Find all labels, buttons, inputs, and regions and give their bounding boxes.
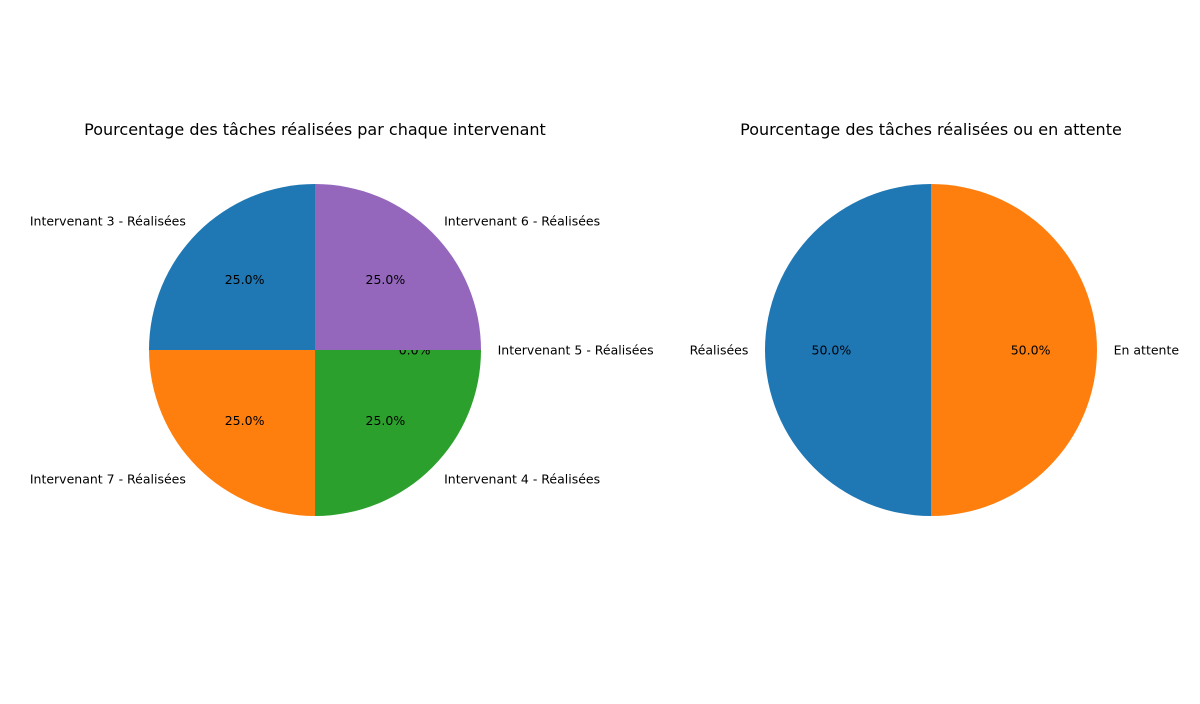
slice-label-realisees: Réalisées [690, 343, 749, 358]
pie-slice-intervenant-7-realisees [149, 350, 315, 516]
pct-label-intervenant-3-realisees: 25.0% [225, 272, 265, 287]
pie-0-slices: 25.0% Intervenant 3 - Réalisées 25.0% Inter… [30, 184, 654, 516]
pct-label-intervenant-6-realisees: 25.0% [366, 272, 406, 287]
pie-slice-intervenant-4-realisees [315, 350, 481, 516]
chart-title-intervenants: Pourcentage des tâches réalisées par cha… [84, 120, 546, 139]
pct-label-intervenant-7-realisees: 25.0% [225, 413, 265, 428]
slice-label-intervenant-3-realisees: Intervenant 3 - Réalisées [30, 213, 186, 228]
pie-slice-en-attente [931, 184, 1097, 516]
pie-chart-statut: Pourcentage des tâches réalisées ou en a… [690, 120, 1180, 516]
slice-label-intervenant-7-realisees: Intervenant 7 - Réalisées [30, 472, 186, 487]
pie-slice-intervenant-6-realisees [315, 184, 481, 350]
pct-label-en-attente: 50.0% [1011, 343, 1051, 358]
slice-label-intervenant-5-realisees: Intervenant 5 - Réalisées [498, 343, 654, 358]
pie-slice-realisees [765, 184, 931, 516]
slice-label-intervenant-4-realisees: Intervenant 4 - Réalisées [444, 472, 600, 487]
slice-label-intervenant-6-realisees: Intervenant 6 - Réalisées [444, 213, 600, 228]
pie-slice-intervenant-3-realisees [149, 184, 315, 350]
pct-label-intervenant-4-realisees: 25.0% [366, 413, 406, 428]
chart-title-statut: Pourcentage des tâches réalisées ou en a… [740, 120, 1122, 139]
slice-label-en-attente: En attente [1114, 343, 1180, 358]
pie-chart-intervenants: Pourcentage des tâches réalisées par cha… [30, 120, 654, 516]
pie-1-slices: 50.0% Réalisées 50.0% En attente [690, 184, 1180, 516]
pct-label-realisees: 50.0% [812, 343, 852, 358]
